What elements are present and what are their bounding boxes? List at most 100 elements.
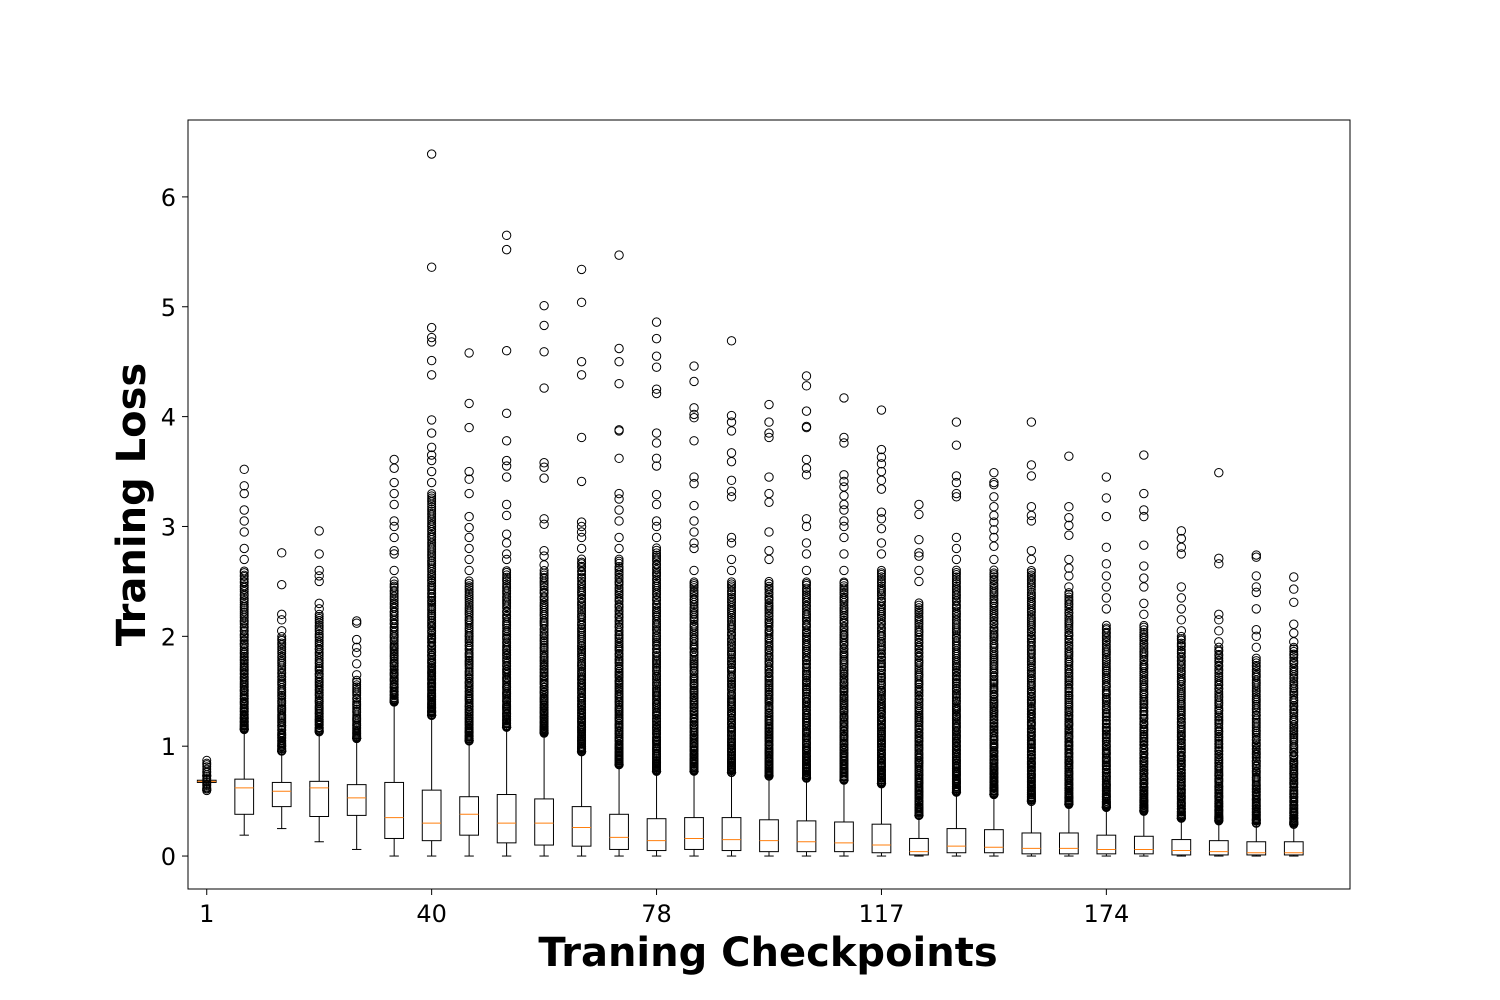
outlier-point	[801, 421, 812, 432]
outlier-point	[239, 616, 249, 626]
outlier-point	[951, 565, 961, 575]
outlier-point	[577, 627, 587, 637]
outlier-point	[1251, 667, 1261, 677]
outlier-point	[1101, 582, 1112, 592]
outlier-point	[502, 610, 512, 620]
box-group-24	[1059, 451, 1079, 857]
outlier-point	[427, 491, 437, 501]
outlier-point	[689, 413, 699, 423]
outlier-point	[1289, 642, 1299, 652]
outlier-point	[914, 605, 924, 615]
outlier-point	[1214, 729, 1224, 739]
outlier-point	[389, 545, 399, 556]
outlier-point	[914, 600, 924, 610]
outlier-point	[989, 574, 999, 584]
outlier-point	[839, 722, 849, 732]
iqr-box	[759, 819, 779, 853]
outlier-point	[501, 408, 512, 419]
outlier-point	[839, 690, 849, 700]
outlier-point	[576, 432, 587, 443]
outlier-point	[614, 615, 624, 625]
outlier-point	[876, 466, 887, 477]
outlier-point	[277, 667, 287, 677]
outlier-point	[277, 709, 287, 719]
outlier-point	[876, 459, 887, 469]
outlier-point	[1101, 661, 1111, 671]
iqr-box	[1096, 834, 1117, 855]
outlier-point	[1101, 715, 1111, 725]
outlier-point	[577, 566, 587, 576]
outlier-point	[614, 378, 624, 389]
outlier-point	[539, 560, 549, 570]
outlier-point	[914, 565, 924, 576]
outlier-point	[277, 638, 287, 648]
outlier-point	[1214, 749, 1224, 759]
box-group-17	[796, 371, 817, 857]
outlier-point	[652, 592, 662, 602]
outlier-point	[464, 532, 474, 543]
outlier-point	[1064, 554, 1074, 565]
outlier-point	[652, 665, 662, 675]
outlier-point	[989, 572, 999, 582]
outlier-point	[1064, 634, 1074, 644]
outlier-point	[1176, 626, 1187, 636]
outlier-point	[764, 432, 774, 443]
outlier-point	[876, 596, 886, 606]
outlier-point	[1176, 526, 1187, 536]
outlier-point	[1214, 649, 1224, 659]
outlier-point	[839, 583, 849, 593]
outlier-point	[989, 612, 999, 622]
outlier-point	[689, 409, 699, 420]
outlier-point	[501, 472, 512, 482]
iqr-box	[646, 818, 667, 852]
outlier-point	[689, 527, 699, 537]
outlier-point	[426, 355, 437, 366]
outlier-point	[1176, 542, 1187, 553]
outlier-point	[1289, 676, 1299, 686]
outlier-point	[876, 549, 887, 559]
iqr-box	[909, 837, 929, 856]
outlier-point	[501, 549, 512, 559]
outlier-point	[614, 675, 624, 685]
outlier-point	[314, 571, 324, 581]
iqr-box	[1171, 839, 1192, 856]
outlier-point	[726, 554, 737, 565]
outlier-point	[427, 508, 437, 518]
outlier-point	[1251, 550, 1261, 560]
outlier-point	[801, 565, 812, 576]
outlier-point	[989, 704, 999, 714]
outlier-point	[426, 337, 437, 347]
outlier-point	[876, 576, 886, 586]
outlier-point	[314, 526, 324, 536]
outlier-point	[502, 575, 512, 585]
outlier-point	[1101, 767, 1111, 777]
outlier-point	[539, 629, 549, 639]
outlier-point	[501, 230, 512, 241]
outlier-point	[577, 666, 587, 676]
outlier-point	[539, 473, 549, 483]
outlier-point	[1251, 732, 1261, 742]
outlier-point	[1101, 644, 1111, 654]
outlier-point	[1251, 625, 1261, 635]
outlier-point	[464, 422, 474, 433]
outlier-point	[1214, 637, 1224, 647]
outlier-point	[502, 570, 512, 580]
outlier-point	[876, 594, 886, 604]
outlier-point	[464, 589, 474, 599]
outlier-point	[1101, 623, 1111, 633]
outlier-point	[539, 383, 549, 393]
outlier-point	[1251, 669, 1261, 679]
outlier-point	[951, 488, 962, 499]
y-tick-label: 5	[161, 294, 176, 322]
outlier-point	[652, 605, 662, 615]
box-group-2	[234, 464, 255, 836]
outlier-point	[1176, 666, 1186, 676]
outlier-point	[389, 549, 399, 559]
outlier-point	[1289, 597, 1299, 607]
outlier-point	[352, 686, 362, 696]
outlier-point	[1064, 588, 1074, 598]
outlier-point	[914, 612, 924, 622]
outlier-point	[1176, 651, 1186, 661]
outlier-point	[652, 574, 662, 584]
outlier-point	[951, 554, 962, 565]
